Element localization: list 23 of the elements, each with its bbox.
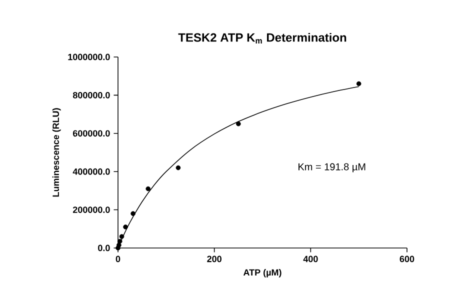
x-tick-label: 400 — [303, 256, 318, 262]
point — [236, 121, 241, 126]
y-tick-label: 400000.0 — [72, 168, 110, 175]
annotation: Km = 191.8 µM — [298, 163, 366, 172]
x-tick-label: 0 — [116, 256, 120, 262]
y-tick-label: 600000.0 — [72, 130, 110, 137]
y-tick-label: 800000.0 — [72, 92, 110, 98]
y-tick-label: 0.0 — [98, 244, 110, 252]
y-axis-title: Luminescence (RLU) — [52, 108, 61, 197]
y-tick-label: 200000.0 — [72, 206, 110, 213]
x-axis-title: ATP (µM) — [243, 269, 282, 278]
y-tick-label: 1000000.0 — [68, 54, 110, 60]
x-tick-label: 600 — [400, 256, 414, 262]
point — [130, 211, 136, 216]
point — [356, 81, 362, 86]
point — [123, 224, 128, 230]
point — [117, 238, 122, 244]
point — [146, 186, 151, 192]
point — [116, 242, 122, 248]
point — [119, 234, 124, 239]
point — [176, 165, 181, 170]
chart-title: TESK2 ATP K$_{m}$ Determination — [178, 32, 346, 44]
x-tick-label: 200 — [207, 256, 222, 262]
